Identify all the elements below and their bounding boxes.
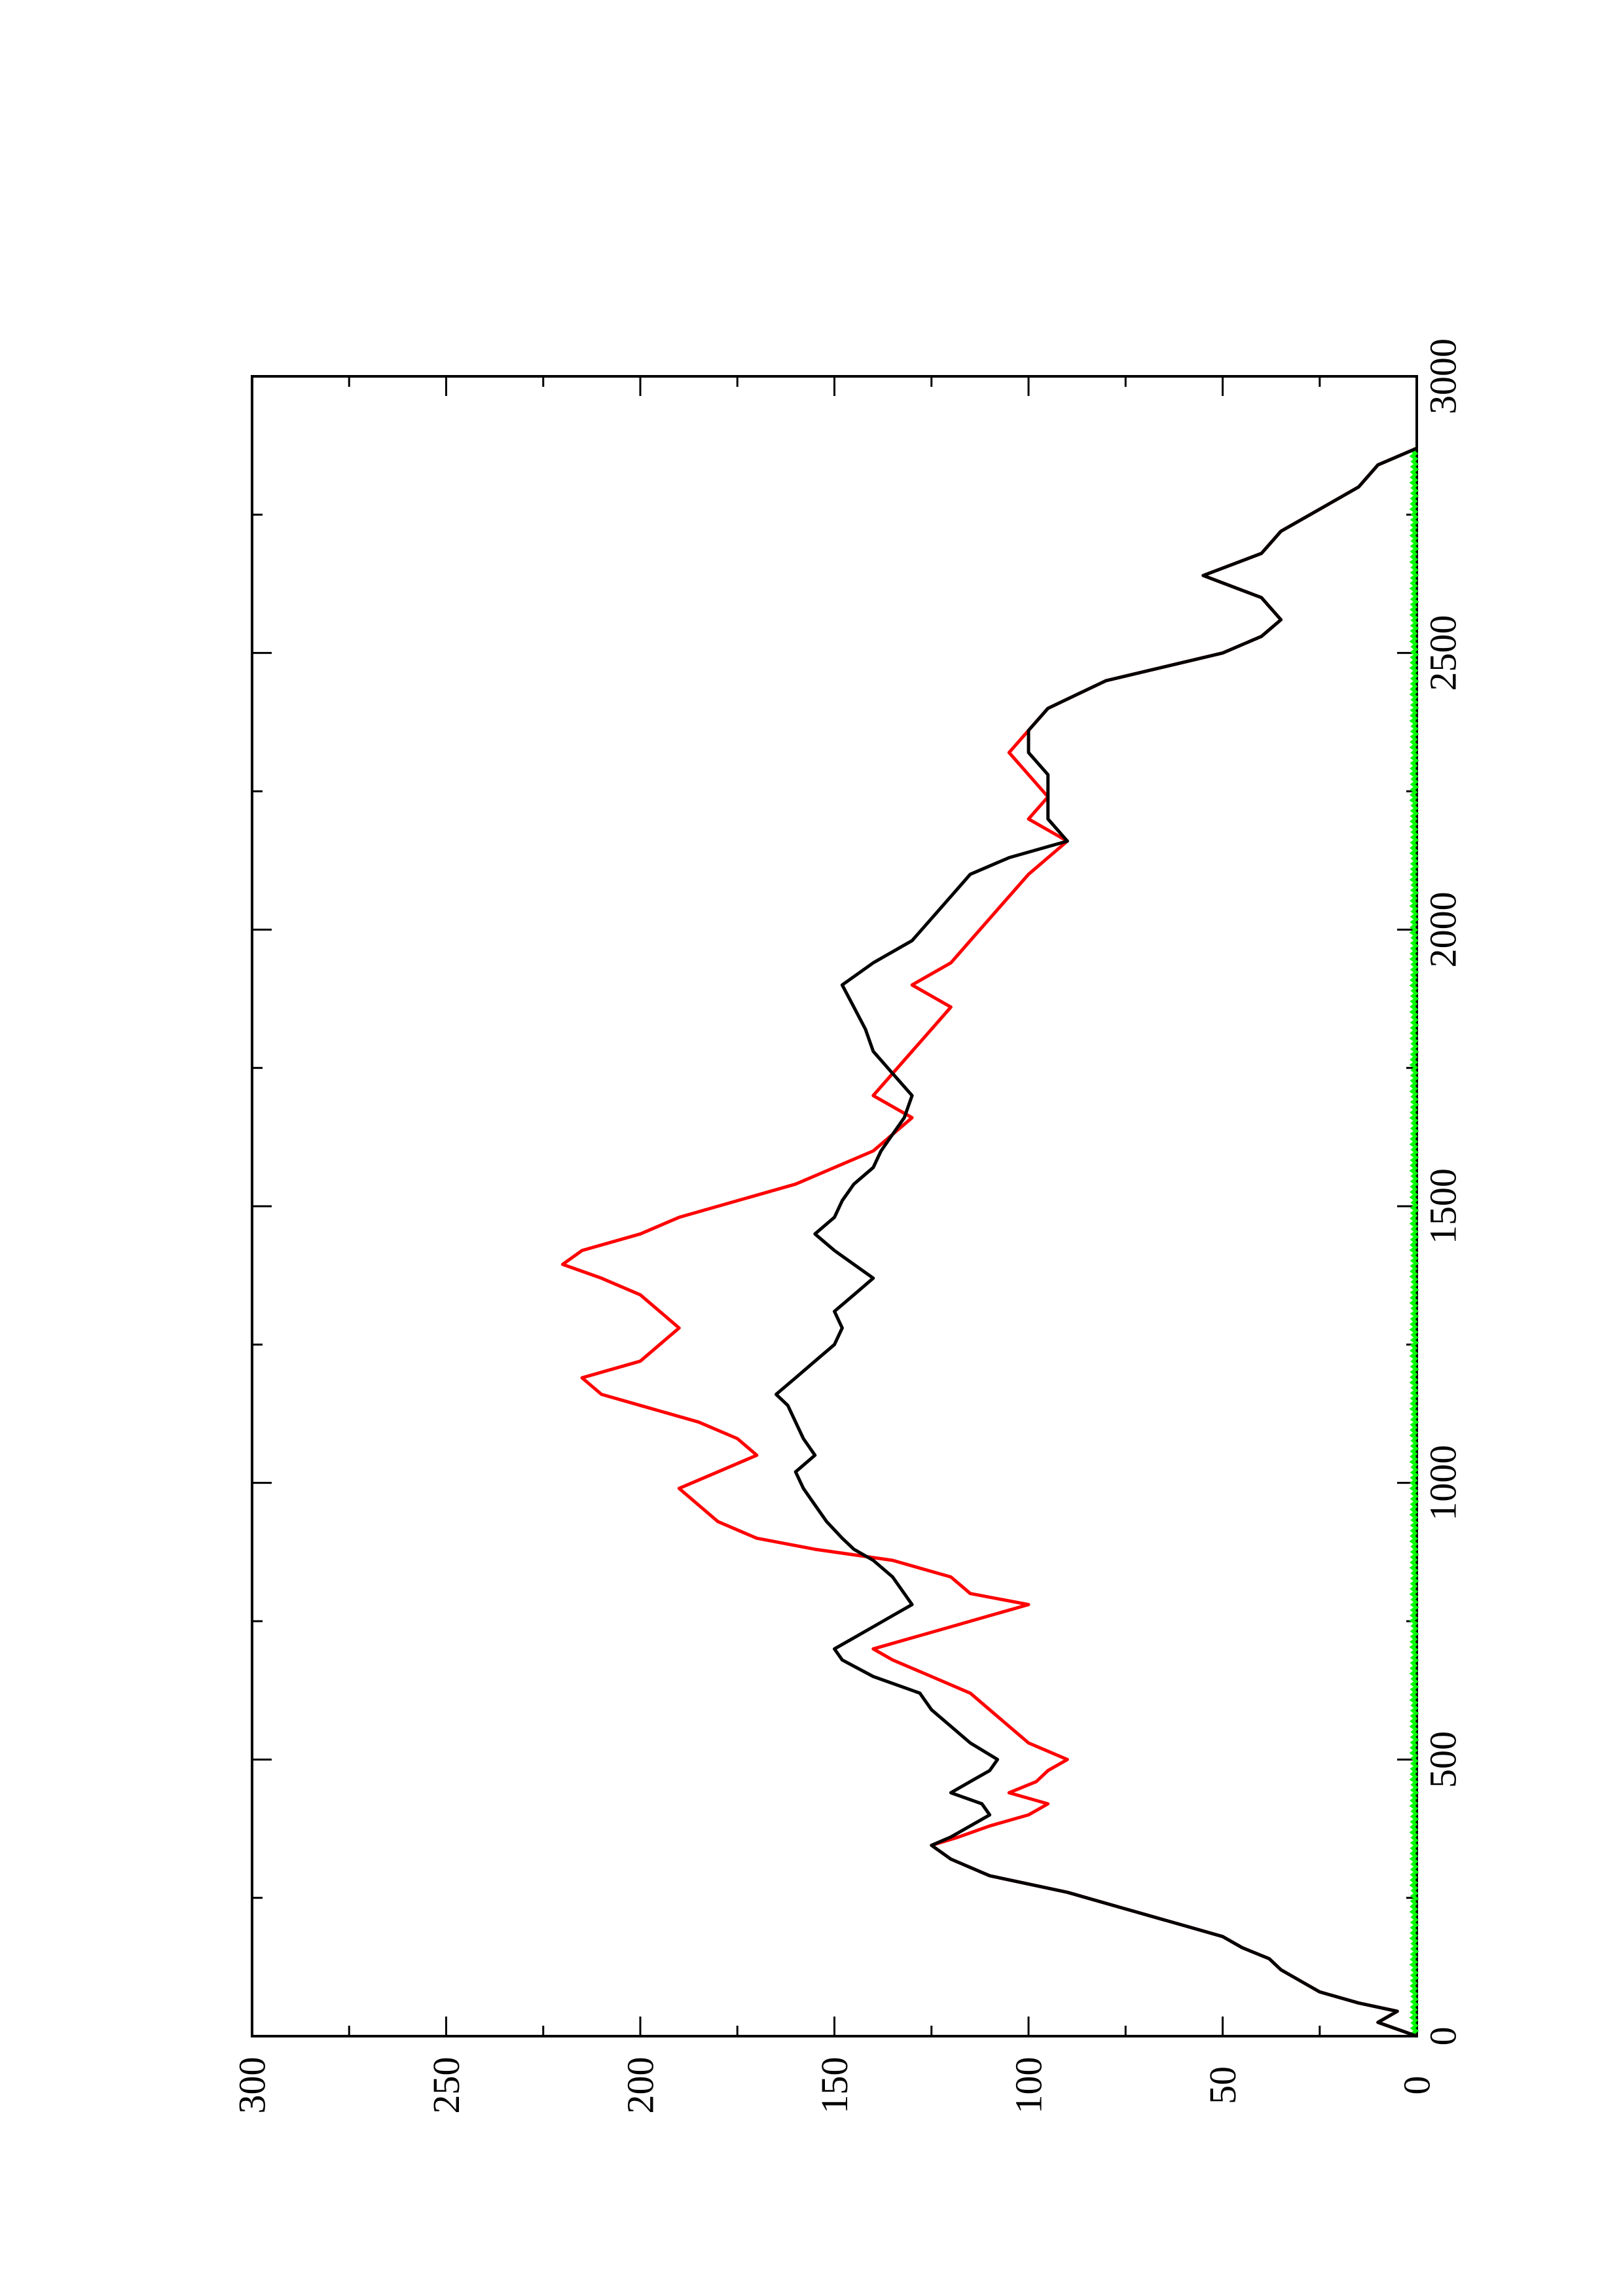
x-tick-label: 0	[1422, 2027, 1465, 2046]
y-tick-label: 100	[1008, 2057, 1050, 2114]
y-tick-label: 0	[1396, 2076, 1438, 2095]
y-tick-label: 300	[231, 2057, 274, 2114]
series-line-red	[560, 446, 1417, 2038]
y-tick-label: 250	[425, 2057, 467, 2114]
series-line-green	[1409, 446, 1419, 2037]
x-tick-label: 2000	[1422, 891, 1465, 967]
x-tick-label: 1000	[1422, 1445, 1465, 1521]
axis-ticks	[251, 375, 1418, 2037]
y-axis-tick-labels: 0 50 100 150 200 250 300	[231, 2057, 1438, 2114]
x-tick-label: 1500	[1422, 1168, 1465, 1244]
series-line-black	[775, 446, 1417, 2038]
x-axis-tick-labels: 0 500 1000 1500 2000 2500 3000	[1422, 338, 1465, 2046]
series-layer	[560, 446, 1419, 2038]
x-tick-label: 2500	[1422, 615, 1465, 691]
y-tick-label: 50	[1201, 2066, 1244, 2104]
y-tick-label: 150	[813, 2057, 856, 2114]
x-tick-label: 3000	[1422, 338, 1465, 414]
y-tick-label: 200	[619, 2057, 662, 2114]
plot-frame	[251, 375, 1418, 2037]
x-tick-label: 500	[1422, 1731, 1465, 1788]
